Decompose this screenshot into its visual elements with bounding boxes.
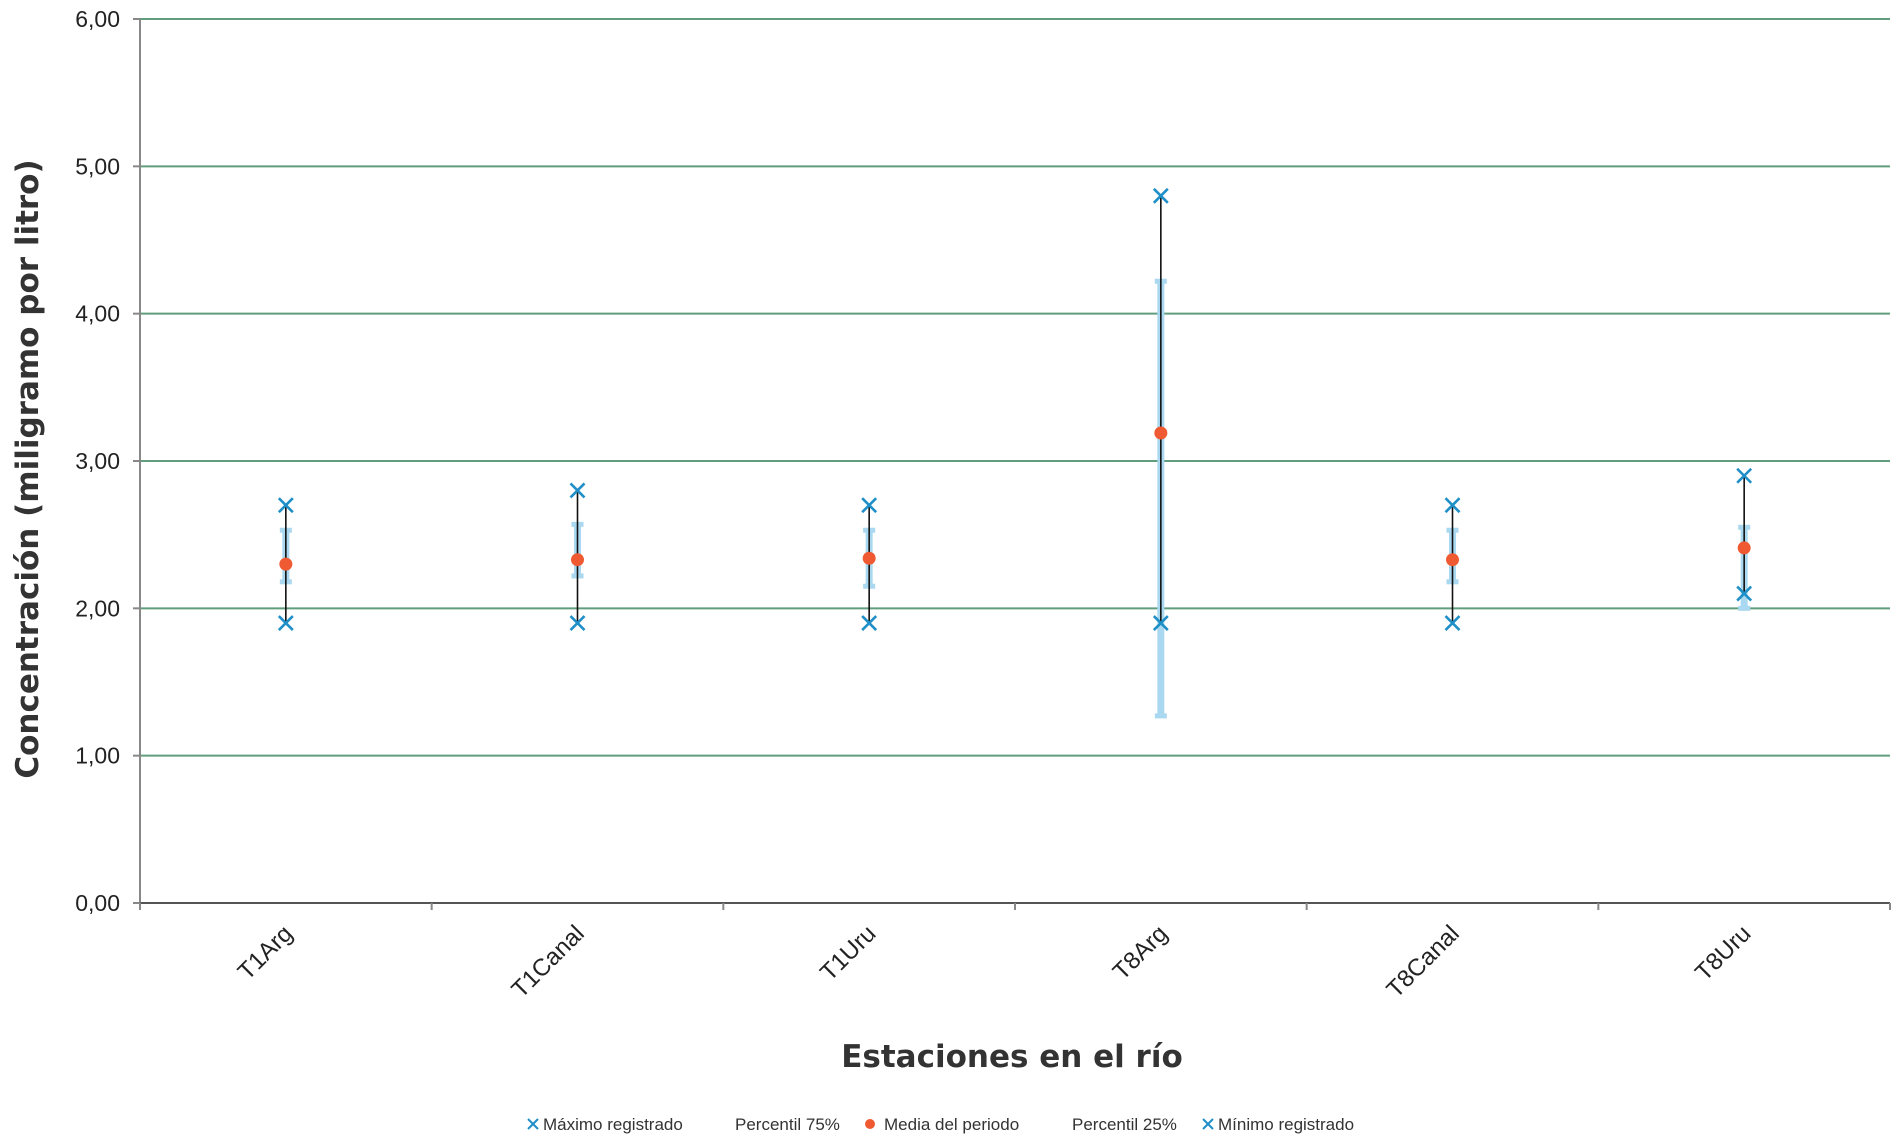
y-tick-label: 1,00 [75,743,120,769]
legend-x-icon [1202,1118,1214,1130]
legend-item: Máximo registrado [527,1115,683,1134]
max-marker [861,497,878,514]
y-tick-label: 0,00 [75,890,120,916]
x-tick-label: T1Canal [507,920,590,1003]
x-tick-labels: T1Arg T1Canal T1Uru T8Arg T8Canal T8Uru [233,920,1757,1003]
x-axis-title: Estaciones en el río [841,1039,1183,1075]
min-marker [277,615,294,631]
y-axis-title: Concentración (miligramo por litro) [10,159,46,778]
min-marker-stroke [1736,585,1753,602]
legend-item: Percentil 75% [735,1115,840,1134]
legend-x-icon [527,1118,539,1130]
max-marker-stroke [569,482,586,499]
x-tick-label: T8Arg [1108,920,1173,985]
x-tick-label: T8Uru [1690,920,1756,986]
x-tick-label: T1Arg [233,920,298,985]
max-marker-stroke [861,497,878,514]
min-marker [1736,585,1753,602]
legend-label: Mínimo registrado [1218,1115,1354,1134]
mean-marker [1154,426,1168,440]
min-marker-stroke [1152,615,1169,631]
y-tick-labels: 0,00 1,00 2,00 3,00 4,00 5,00 6,00 [75,6,120,916]
max-marker [1736,467,1753,484]
y-tick-label: 2,00 [75,595,120,621]
series-marks [277,187,1753,719]
y-tick-label: 6,00 [75,6,120,32]
min-marker-stroke [569,615,586,631]
legend-label: Percentil 75% [735,1115,840,1134]
legend: Máximo registrado Percentil 75% Media del … [527,1115,1354,1134]
legend-item: Media del periodo [865,1115,1019,1134]
min-marker [569,615,586,631]
y-tick-label: 3,00 [75,448,120,474]
y-tick-label: 4,00 [75,301,120,327]
min-marker-stroke [861,615,878,631]
x-tick-label: T1Uru [815,920,881,986]
min-marker-stroke [1444,615,1461,631]
x-tick-label: T8Canal [1382,920,1465,1003]
grid-lines [133,18,1890,904]
legend-label: Máximo registrado [543,1115,683,1134]
y-tick-label: 5,00 [75,153,120,179]
legend-label: Media del periodo [884,1115,1019,1134]
min-marker [1152,615,1169,631]
max-marker-stroke [1736,467,1753,484]
legend-dot-icon [865,1119,875,1129]
max-marker-stroke [1152,187,1169,204]
max-marker-stroke [1444,497,1461,514]
legend-item: Percentil 25% [1072,1115,1177,1134]
min-marker-stroke [277,615,294,631]
legend-item: Mínimo registrado [1202,1115,1354,1134]
legend-label: Percentil 25% [1072,1115,1177,1134]
max-marker-stroke [277,497,294,514]
mean-marker [862,551,876,565]
max-marker [569,482,586,499]
min-marker [1444,615,1461,631]
max-marker [1444,497,1461,514]
max-marker [277,497,294,514]
x-tick-marks [139,903,1891,910]
mean-marker [1737,541,1751,555]
max-marker [1152,187,1169,204]
mean-marker [279,557,293,571]
mean-marker [571,553,584,567]
mean-marker [1446,553,1459,567]
min-marker [861,615,878,631]
